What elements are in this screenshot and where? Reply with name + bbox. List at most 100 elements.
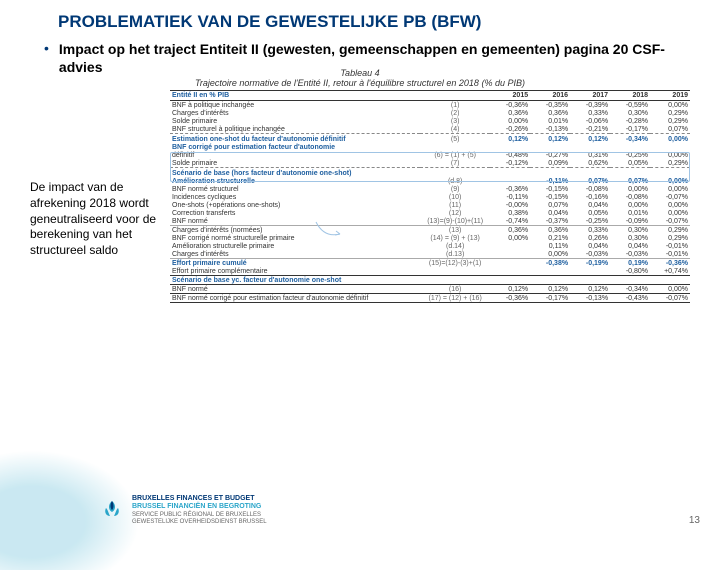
row-label: Charges d'intérêts — [170, 109, 420, 117]
cell: 0,12% — [490, 285, 530, 294]
cell — [570, 143, 610, 151]
row-ref — [420, 267, 490, 276]
page-number: 13 — [689, 515, 700, 526]
year-col: 2018 — [610, 91, 650, 101]
row-ref: (13)=(9)-(10)+(11) — [420, 217, 490, 226]
cell: -0,03% — [610, 250, 650, 259]
cell: -0,07% — [650, 294, 690, 303]
cell — [490, 259, 530, 268]
cell: -0,13% — [530, 125, 570, 134]
row-label: BNF à politique inchangée — [170, 101, 420, 110]
table-row: Amélioration structurelle(d.8)-0,11%0,07… — [170, 177, 690, 185]
data-table: Entité II en % PIB 2015 2016 2017 2018 2… — [170, 90, 690, 303]
cell — [530, 143, 570, 151]
footer-line2: BRUSSEL FINANCIËN EN BEGROTING — [132, 503, 267, 511]
cell: 0,31% — [570, 151, 610, 159]
cell: -0,00% — [490, 201, 530, 209]
cell: 0,19% — [610, 259, 650, 268]
table-row: BNF normé structurel(9)-0,36%-0,15%-0,08… — [170, 185, 690, 193]
slide-title: PROBLEMATIEK VAN DE GEWESTELIJKE PB (BFW… — [58, 12, 690, 32]
cell: 0,00% — [610, 201, 650, 209]
cell: -0,26% — [490, 125, 530, 134]
cell: 0,30% — [610, 109, 650, 117]
cell: -0,36% — [650, 259, 690, 268]
row-ref: (15)=(12)-(3)+(1) — [420, 259, 490, 268]
table-row: Incidences cycliques(10)-0,11%-0,15%-0,1… — [170, 193, 690, 201]
cell: -0,36% — [490, 101, 530, 110]
cell: 0,12% — [530, 135, 570, 143]
cell: -0,74% — [490, 217, 530, 226]
cell: 0,29% — [650, 117, 690, 125]
footer-logo: BRUXELLES FINANCES ET BUDGET BRUSSEL FIN… — [100, 495, 267, 526]
cell — [490, 177, 530, 185]
row-label: Effort primaire cumulé — [170, 259, 420, 268]
cell: -0,15% — [530, 185, 570, 193]
cell: 0,04% — [570, 201, 610, 209]
table-row: définitif(6) = (1) + (5)-0,48%-0,27%0,31… — [170, 151, 690, 159]
row-ref: (d.8) — [420, 177, 490, 185]
cell: -0,12% — [490, 159, 530, 168]
cell: -0,35% — [530, 101, 570, 110]
cell: 0,00% — [530, 250, 570, 259]
table-row: Charges d'intérêts (normées)(13)0,36%0,3… — [170, 226, 690, 235]
iris-icon — [100, 498, 124, 522]
row-label: BNF normé structurel — [170, 185, 420, 193]
cell: 0,26% — [570, 234, 610, 242]
cell: -0,09% — [610, 217, 650, 226]
cell: 0,30% — [610, 226, 650, 235]
table-header-row: Entité II en % PIB 2015 2016 2017 2018 2… — [170, 91, 690, 101]
footer-line3b: GEWESTELIJKE OVERHEIDSDIENST BRUSSEL — [132, 519, 267, 526]
cell: -0,08% — [610, 193, 650, 201]
row-label: Amélioration structurelle primaire — [170, 242, 420, 250]
cell: -0,16% — [570, 193, 610, 201]
table-row: Solde primaire(7)-0,12%0,09%0,62%0,05%0,… — [170, 159, 690, 168]
cell — [610, 143, 650, 151]
cell: -0,11% — [490, 193, 530, 201]
cell: -0,34% — [610, 135, 650, 143]
footer-line1: BRUXELLES FINANCES ET BUDGET — [132, 495, 267, 503]
cell: -0,07% — [650, 217, 690, 226]
row-ref: (2) — [420, 109, 490, 117]
cell: -0,06% — [570, 117, 610, 125]
cell: 0,00% — [650, 101, 690, 110]
row-label: Charges d'intérêts (normées) — [170, 226, 420, 235]
cell — [570, 267, 610, 276]
cell: -0,17% — [530, 294, 570, 303]
table-subtitle: Trajectoire normative de l'Entité II, re… — [195, 78, 525, 88]
year-col: 2019 — [650, 91, 690, 101]
table-row: Solde primaire(3)0,00%0,01%-0,06%-0,28%0… — [170, 117, 690, 125]
cell: 0,36% — [530, 109, 570, 117]
cell: 0,07% — [570, 177, 610, 185]
cell — [490, 242, 530, 250]
row-ref — [420, 143, 490, 151]
cell: 0,07% — [610, 177, 650, 185]
slide-content: PROBLEMATIEK VAN DE GEWESTELIJKE PB (BFW… — [0, 0, 720, 303]
cell: -0,01% — [650, 250, 690, 259]
year-col: 2016 — [530, 91, 570, 101]
cell: -0,59% — [610, 101, 650, 110]
cell: 0,62% — [570, 159, 610, 168]
row-label: BNF normé corrigé pour estimation facteu… — [170, 294, 420, 303]
cell: 0,07% — [650, 125, 690, 134]
row-label: One-shots (+opérations one-shots) — [170, 201, 420, 209]
cell: 0,21% — [530, 234, 570, 242]
cell: 0,01% — [610, 209, 650, 217]
cell: -0,36% — [490, 185, 530, 193]
cell: 0,00% — [650, 177, 690, 185]
cell: -0,27% — [530, 151, 570, 159]
row-ref: (6) = (1) + (5) — [420, 151, 490, 159]
year-col: 2017 — [570, 91, 610, 101]
section-row: Scénario de base yc. facteur d'autonomie… — [170, 276, 690, 285]
row-ref: (5) — [420, 135, 490, 143]
row-ref: (7) — [420, 159, 490, 168]
cell: 0,11% — [530, 242, 570, 250]
cell: +0,74% — [650, 267, 690, 276]
data-table-wrap: Entité II en % PIB 2015 2016 2017 2018 2… — [170, 90, 690, 303]
cell: 0,12% — [570, 135, 610, 143]
cell: 0,00% — [490, 234, 530, 242]
cell: -0,43% — [610, 294, 650, 303]
cell: 0,00% — [610, 185, 650, 193]
cell: 0,04% — [530, 209, 570, 217]
cell: 0,05% — [570, 209, 610, 217]
cell: 0,36% — [490, 109, 530, 117]
